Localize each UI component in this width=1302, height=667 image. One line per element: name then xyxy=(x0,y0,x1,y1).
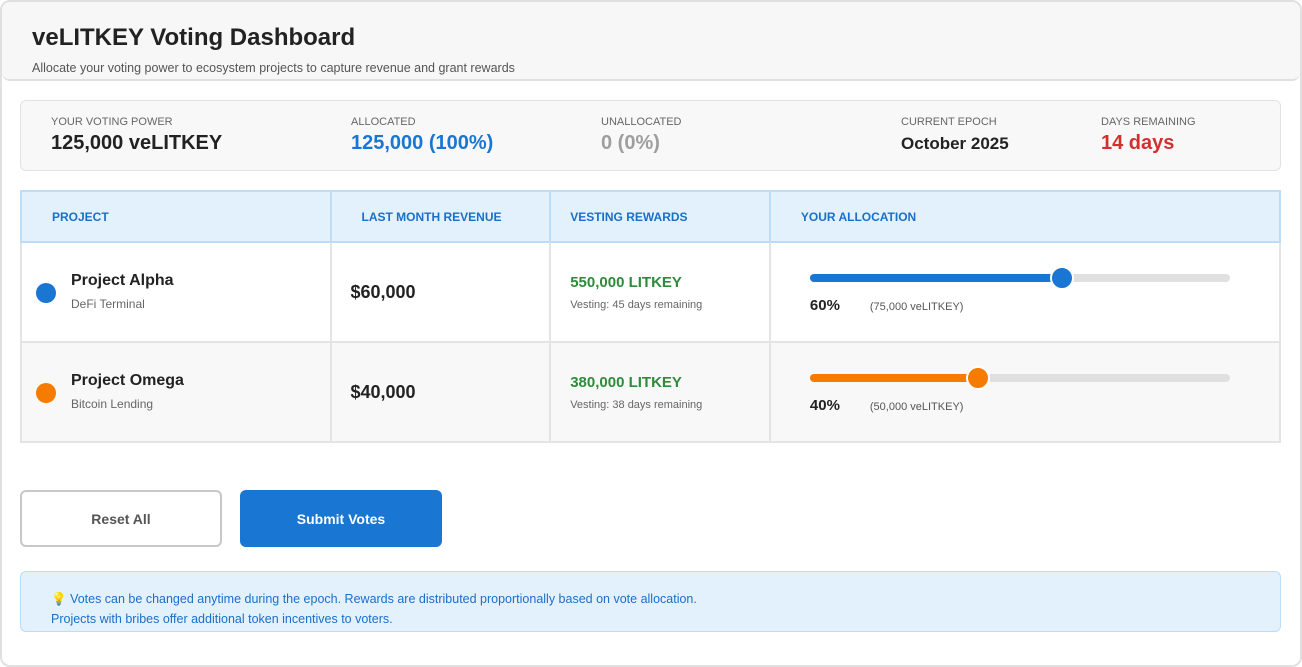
stat-allocated: ALLOCATED 125,000 (100%) xyxy=(351,116,493,155)
rewards: 380,000 LITKEY xyxy=(570,373,682,391)
project-category: DeFi Terminal xyxy=(71,297,145,311)
vesting-info: Vesting: 38 days remaining xyxy=(570,398,703,411)
stat-value: October 2025 xyxy=(901,134,1009,153)
stat-epoch: CURRENT EPOCH October 2025 xyxy=(901,116,1009,154)
table-row: Project Alpha DeFi Terminal $60,000 550,0… xyxy=(20,241,1282,343)
stat-label: UNALLOCATED xyxy=(601,116,682,128)
info-line-2: Projects with bribes offer additional to… xyxy=(51,612,393,626)
projects-table: PROJECT LAST MONTH REVENUE VESTING REWAR… xyxy=(20,190,1282,443)
info-box: 💡 Votes can be changed anytime during th… xyxy=(20,571,1281,632)
stat-label: CURRENT EPOCH xyxy=(901,116,997,128)
stat-value: 125,000 (100%) xyxy=(351,132,494,154)
allocation-percent: 60% xyxy=(809,297,840,314)
allocation-amount: (50,000 veLITKEY) xyxy=(869,401,964,413)
table-row: Project Omega Bitcoin Lending $40,000 380… xyxy=(20,341,1282,443)
allocation-amount: (75,000 veLITKEY) xyxy=(869,301,964,313)
vesting-info: Vesting: 45 days remaining xyxy=(570,298,703,311)
reset-all-button[interactable]: Reset All xyxy=(20,490,222,547)
slider-thumb[interactable] xyxy=(1049,266,1074,290)
lightbulb-icon: 💡 xyxy=(51,592,67,606)
col-revenue: LAST MONTH REVENUE xyxy=(329,190,552,243)
allocation-slider[interactable] xyxy=(809,266,1230,290)
stats-bar: YOUR VOTING POWER 125,000 veLITKEY ALLOCA… xyxy=(20,100,1281,171)
stat-voting-power: YOUR VOTING POWER 125,000 veLITKEY xyxy=(51,116,222,155)
project-name: Project Alpha xyxy=(71,272,174,289)
stat-label: ALLOCATED xyxy=(351,116,416,128)
col-allocation: YOUR ALLOCATION xyxy=(768,190,1282,243)
rewards: 550,000 LITKEY xyxy=(570,273,682,291)
revenue: $60,000 xyxy=(329,241,552,343)
col-rewards: VESTING REWARDS xyxy=(549,190,771,243)
stat-label: YOUR VOTING POWER xyxy=(51,116,173,128)
project-color-dot xyxy=(36,383,56,403)
slider-thumb[interactable] xyxy=(965,366,990,390)
info-line-1: Votes can be changed anytime during the … xyxy=(70,592,697,606)
project-category: Bitcoin Lending xyxy=(71,397,154,411)
allocation-percent: 40% xyxy=(809,397,840,414)
stat-value: 0 (0%) xyxy=(601,132,660,154)
page-subtitle: Allocate your voting power to ecosystem … xyxy=(32,61,515,75)
page-title: veLITKEY Voting Dashboard xyxy=(32,24,356,51)
submit-votes-button[interactable]: Submit Votes xyxy=(240,490,442,547)
revenue: $40,000 xyxy=(329,341,552,443)
stat-value: 125,000 veLITKEY xyxy=(51,132,223,154)
stat-value: 14 days xyxy=(1101,132,1175,154)
col-project: PROJECT xyxy=(20,190,332,243)
project-color-dot xyxy=(36,283,56,303)
slider-fill xyxy=(809,274,1062,282)
project-name: Project Omega xyxy=(71,372,184,389)
header: veLITKEY Voting Dashboard Allocate your … xyxy=(2,2,1300,81)
slider-fill xyxy=(809,374,978,382)
stat-unallocated: UNALLOCATED 0 (0%) xyxy=(601,116,681,155)
stat-days-remaining: DAYS REMAINING 14 days xyxy=(1101,116,1196,155)
stat-label: DAYS REMAINING xyxy=(1101,116,1196,128)
allocation-slider[interactable] xyxy=(809,366,1230,390)
